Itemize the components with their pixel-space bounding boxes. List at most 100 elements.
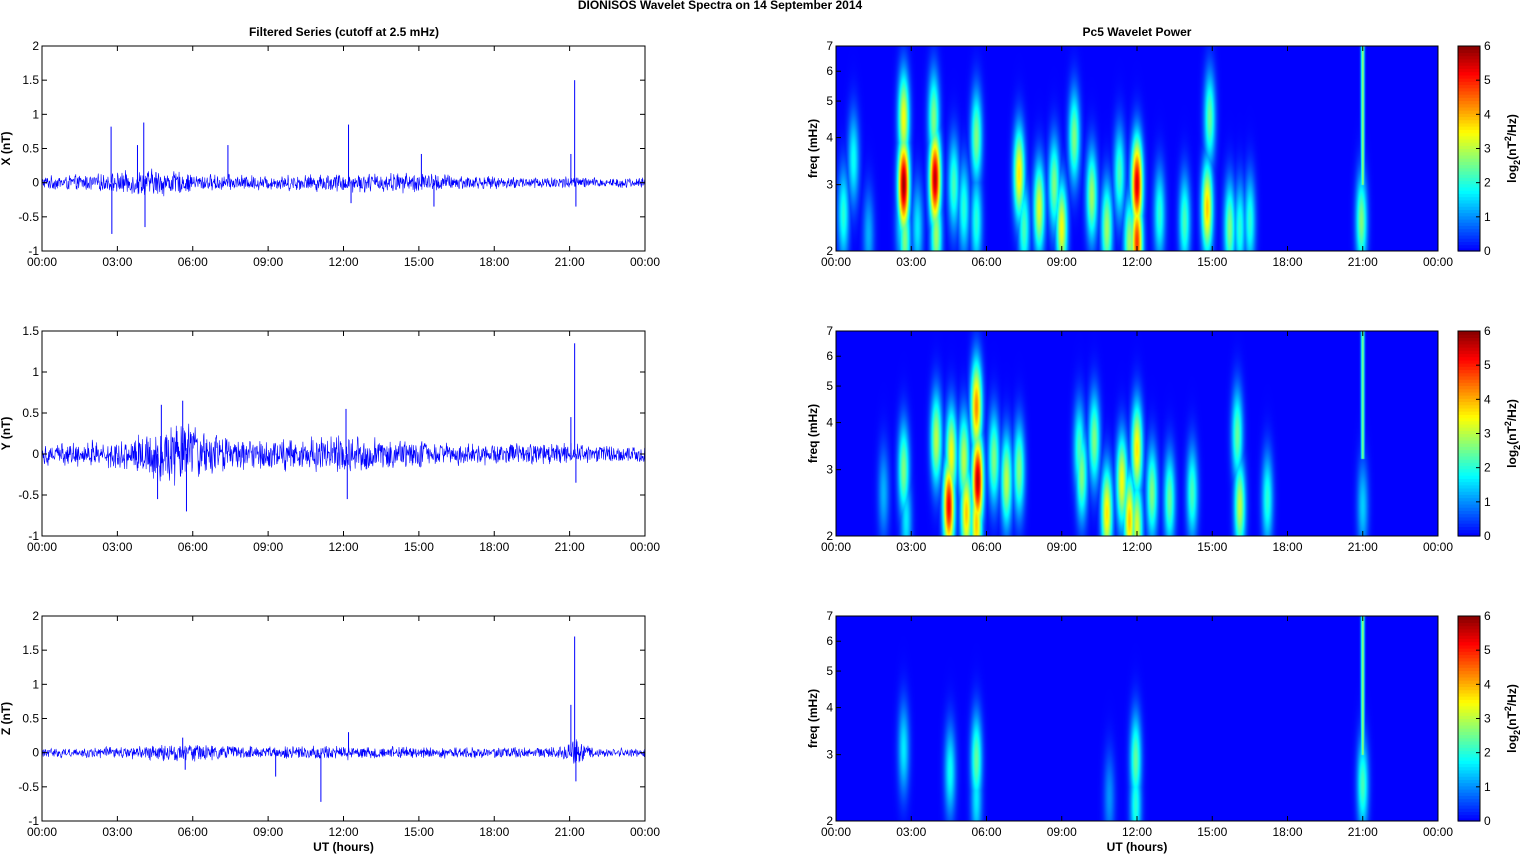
colorbar-step: [1458, 686, 1480, 691]
colorbar-step: [1458, 170, 1480, 175]
colorbar-step: [1458, 798, 1480, 803]
colorbar-step: [1458, 776, 1480, 780]
colorbar-step: [1458, 526, 1480, 531]
wavelet-panel-x: 2 3 4 5 6 7 freq (mHz) 00:00 03:00 06:00 09:00 12:0…: [806, 39, 1521, 269]
ts-x-axis-label: UT (hours): [313, 840, 374, 854]
colorbar-step: [1458, 500, 1480, 505]
y-tick-label: 0: [32, 746, 39, 760]
colorbar-step: [1458, 625, 1480, 630]
plot-frame: [41, 330, 646, 537]
ts-x-tick-label: 00:00: [27, 255, 57, 269]
wv-x-tick-label: 09:00: [1047, 255, 1077, 269]
colorbar-step: [1458, 126, 1480, 130]
colorbar-step: [1458, 680, 1480, 684]
colorbar-step: [1458, 792, 1480, 796]
colorbar: 0 1 2 3 4 5 6 log2(nT2/Hz): [1457, 609, 1521, 828]
colorbar-step: [1458, 724, 1480, 729]
colorbar-step: [1458, 708, 1480, 713]
colorbar-step: [1458, 222, 1480, 226]
colorbar-step: [1458, 90, 1480, 95]
wavelet-panel-z: 2 3 4 5 6 7 freq (mHz) 00:00 03:00 06:00 09:00 12:0…: [806, 609, 1521, 854]
y-axis-label: Z (nT): [0, 702, 13, 735]
y-tick-label: 2: [32, 39, 39, 53]
y-tick-label: 4: [826, 701, 833, 715]
colorbar-step: [1458, 359, 1480, 364]
colorbar-step: [1458, 231, 1480, 236]
y-tick-label: 4: [826, 131, 833, 145]
colorbar: 0 1 2 3 4 5 6 log2(nT2/Hz): [1457, 324, 1521, 543]
wv-x-tick-label: 12:00: [1122, 540, 1152, 554]
colorbar-step: [1458, 366, 1480, 371]
y-tick-label: 7: [826, 609, 833, 623]
colorbar-step: [1458, 750, 1480, 755]
wv-x-tick-label: 03:00: [896, 825, 926, 839]
wv-x-tick-label: 00:00: [1423, 540, 1453, 554]
y-tick-label: -1: [28, 529, 39, 543]
ts-x-tick-label: 21:00: [555, 825, 585, 839]
colorbar-step: [1458, 113, 1480, 118]
colorbar-step: [1458, 55, 1480, 60]
wv-x-tick-label: 00:00: [821, 540, 851, 554]
ts-x-tick-label: 12:00: [328, 540, 358, 554]
colorbar-step: [1458, 385, 1480, 390]
ts-x-tick-label: 00:00: [630, 540, 660, 554]
y-axis-label: freq (mHz): [806, 119, 820, 178]
y-axis-label: X (nT): [0, 132, 13, 166]
ts-x-tick-label: 00:00: [630, 255, 660, 269]
colorbar-step: [1458, 657, 1480, 662]
y-tick-label: 3: [826, 748, 833, 762]
colorbar-step: [1458, 654, 1480, 659]
colorbar-step: [1458, 337, 1480, 342]
wv-x-tick-label: 21:00: [1348, 540, 1378, 554]
colorbar-step: [1458, 401, 1480, 406]
colorbar-step: [1458, 436, 1480, 441]
colorbar-step: [1458, 519, 1480, 524]
colorbar-step: [1458, 648, 1480, 652]
colorbar-label: log2(nT2/Hz): [1503, 399, 1521, 468]
y-axis-label: freq (mHz): [806, 404, 820, 463]
colorbar-step: [1458, 683, 1480, 688]
wv-x-tick-label: 12:00: [1122, 825, 1152, 839]
colorbar-step: [1458, 529, 1480, 534]
colorbar-step: [1458, 699, 1480, 704]
ts-x-tick-label: 09:00: [253, 255, 283, 269]
y-tick-label: 2: [826, 244, 833, 258]
y-tick-label: 2: [826, 529, 833, 543]
colorbar-tick-label: 6: [1484, 39, 1491, 53]
ts-x-tick-label: 03:00: [102, 825, 132, 839]
colorbar-step: [1458, 209, 1480, 214]
colorbar-tick-label: 0: [1484, 244, 1491, 258]
colorbar-step: [1458, 244, 1480, 249]
colorbar-tick-label: 3: [1484, 142, 1491, 156]
wv-x-tick-label: 00:00: [1423, 825, 1453, 839]
colorbar-step: [1458, 395, 1480, 399]
colorbar-step: [1458, 398, 1480, 403]
colorbar-step: [1458, 417, 1480, 422]
colorbar-tick-label: 0: [1484, 529, 1491, 543]
colorbar-step: [1458, 443, 1480, 447]
colorbar-step: [1458, 772, 1480, 777]
y-tick-label: 4: [826, 416, 833, 430]
colorbar-step: [1458, 350, 1480, 355]
colorbar-step: [1458, 218, 1480, 223]
figure-title: DIONISOS Wavelet Spectra on 14 September…: [578, 0, 863, 12]
wv-x-tick-label: 00:00: [1423, 255, 1453, 269]
colorbar-step: [1458, 632, 1480, 636]
colorbar-step: [1458, 667, 1480, 672]
y-tick-label: 2: [826, 814, 833, 828]
colorbar-step: [1458, 84, 1480, 89]
colorbar-tick-label: 3: [1484, 427, 1491, 441]
colorbar-step: [1458, 702, 1480, 707]
wavelet-power-image: [836, 46, 1438, 251]
y-tick-label: -0.5: [18, 780, 39, 794]
y-tick-label: 1.5: [22, 73, 39, 87]
colorbar-step: [1458, 670, 1480, 675]
colorbar: 0 1 2 3 4 5 6 log2(nT2/Hz): [1457, 39, 1521, 258]
y-tick-label: 0.5: [22, 142, 39, 156]
colorbar-step: [1458, 65, 1480, 70]
colorbar-tick-label: 1: [1484, 495, 1491, 509]
colorbar-step: [1458, 215, 1480, 220]
colorbar-step: [1458, 766, 1480, 771]
y-tick-label: 2: [32, 609, 39, 623]
wv-x-tick-label: 15:00: [1197, 540, 1227, 554]
